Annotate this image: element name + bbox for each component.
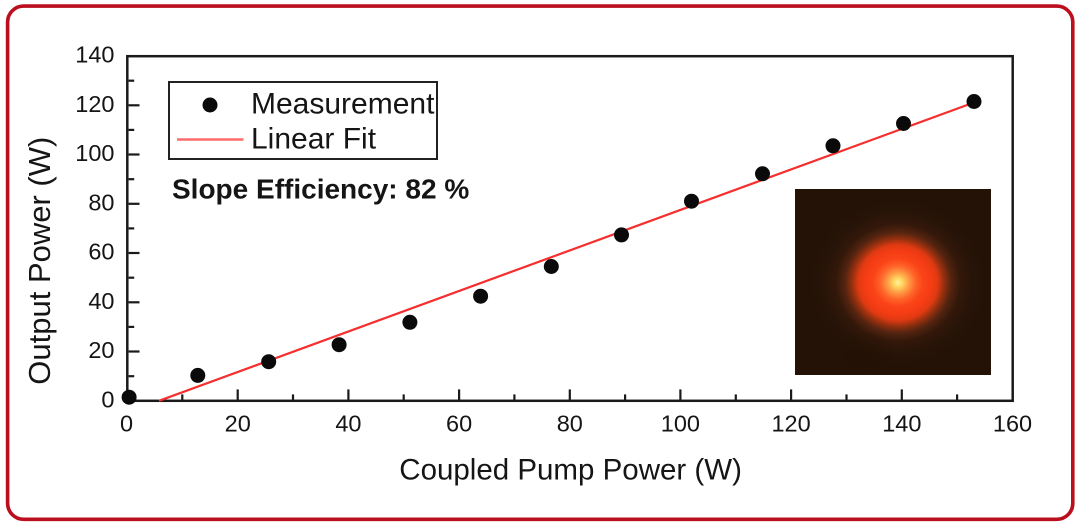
- svg-text:140: 140: [75, 42, 114, 68]
- svg-text:Slope Efficiency: 82 %: Slope Efficiency: 82 %: [172, 174, 469, 205]
- svg-text:40: 40: [88, 288, 114, 314]
- svg-text:80: 80: [88, 189, 114, 215]
- svg-text:40: 40: [335, 411, 361, 437]
- svg-text:0: 0: [101, 386, 114, 412]
- svg-text:60: 60: [88, 239, 114, 265]
- svg-text:100: 100: [75, 140, 114, 166]
- svg-text:140: 140: [882, 411, 921, 437]
- svg-text:60: 60: [446, 411, 472, 437]
- svg-text:80: 80: [557, 411, 583, 437]
- svg-text:160: 160: [993, 411, 1032, 437]
- svg-text:100: 100: [661, 411, 700, 437]
- svg-text:Coupled Pump Power (W): Coupled Pump Power (W): [399, 454, 742, 487]
- svg-text:Linear Fit: Linear Fit: [251, 123, 377, 156]
- svg-text:Output Power (W): Output Power (W): [22, 137, 57, 385]
- svg-text:0: 0: [120, 411, 133, 437]
- svg-text:20: 20: [88, 337, 114, 363]
- svg-text:Measurement: Measurement: [251, 87, 435, 120]
- svg-text:20: 20: [225, 411, 251, 437]
- svg-text:120: 120: [75, 91, 114, 117]
- svg-text:120: 120: [771, 411, 810, 437]
